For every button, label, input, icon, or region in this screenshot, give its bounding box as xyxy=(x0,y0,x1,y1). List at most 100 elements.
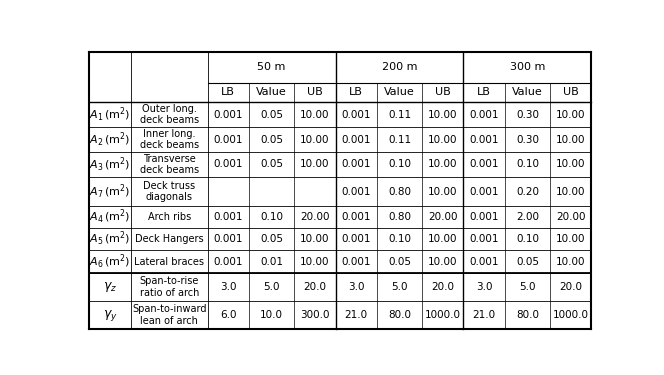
Text: 0.001: 0.001 xyxy=(213,212,243,222)
Text: 0.001: 0.001 xyxy=(469,256,499,267)
Text: 6.0: 6.0 xyxy=(220,310,236,320)
Text: 1000.0: 1000.0 xyxy=(552,310,589,320)
Text: 0.001: 0.001 xyxy=(469,212,499,222)
Text: UB: UB xyxy=(563,87,578,98)
Text: $A_{2}\,(\mathrm{m}^2)$: $A_{2}\,(\mathrm{m}^2)$ xyxy=(90,130,131,148)
Text: 0.10: 0.10 xyxy=(260,212,283,222)
Text: 10.00: 10.00 xyxy=(300,159,329,170)
Text: Value: Value xyxy=(384,87,415,98)
Text: 2.00: 2.00 xyxy=(516,212,539,222)
Text: 10.00: 10.00 xyxy=(428,234,457,244)
Text: 0.001: 0.001 xyxy=(341,110,371,120)
Text: 0.05: 0.05 xyxy=(260,159,283,170)
Text: UB: UB xyxy=(307,87,323,98)
Text: Span-to-rise
ratio of arch: Span-to-rise ratio of arch xyxy=(139,276,199,298)
Text: 10.00: 10.00 xyxy=(556,234,586,244)
Text: 10.00: 10.00 xyxy=(556,256,586,267)
Text: 0.05: 0.05 xyxy=(260,234,283,244)
Text: 0.11: 0.11 xyxy=(388,135,411,144)
Text: 0.20: 0.20 xyxy=(516,186,539,196)
Text: $A_{4}\,(\mathrm{m}^2)$: $A_{4}\,(\mathrm{m}^2)$ xyxy=(90,208,131,226)
Text: 0.80: 0.80 xyxy=(388,186,411,196)
Text: Span-to-inward
lean of arch: Span-to-inward lean of arch xyxy=(132,304,207,326)
Text: 10.00: 10.00 xyxy=(556,110,586,120)
Text: 200 m: 200 m xyxy=(382,63,417,72)
Text: Value: Value xyxy=(256,87,287,98)
Text: 10.00: 10.00 xyxy=(556,135,586,144)
Text: 0.10: 0.10 xyxy=(516,159,539,170)
Text: $A_{5}\,(\mathrm{m}^2)$: $A_{5}\,(\mathrm{m}^2)$ xyxy=(90,230,131,248)
Text: 5.0: 5.0 xyxy=(391,282,408,292)
Text: 10.00: 10.00 xyxy=(428,186,457,196)
Text: 0.001: 0.001 xyxy=(213,234,243,244)
Text: 5.0: 5.0 xyxy=(264,282,280,292)
Text: 10.0: 10.0 xyxy=(260,310,283,320)
Text: Deck Hangers: Deck Hangers xyxy=(135,234,204,244)
Text: Value: Value xyxy=(512,87,543,98)
Text: 10.00: 10.00 xyxy=(300,234,329,244)
Text: Lateral braces: Lateral braces xyxy=(134,256,205,267)
Text: 0.05: 0.05 xyxy=(260,135,283,144)
Text: Inner long.
deck beams: Inner long. deck beams xyxy=(139,129,199,150)
Text: 80.0: 80.0 xyxy=(388,310,411,320)
Text: 10.00: 10.00 xyxy=(300,110,329,120)
Text: 0.001: 0.001 xyxy=(213,159,243,170)
Text: 21.0: 21.0 xyxy=(473,310,496,320)
Text: Deck truss
diagonals: Deck truss diagonals xyxy=(143,181,195,202)
Text: 0.30: 0.30 xyxy=(516,110,539,120)
Text: 10.00: 10.00 xyxy=(428,110,457,120)
Text: $A_{7}\,(\mathrm{m}^2)$: $A_{7}\,(\mathrm{m}^2)$ xyxy=(90,182,131,201)
Text: 21.0: 21.0 xyxy=(345,310,368,320)
Text: 10.00: 10.00 xyxy=(300,135,329,144)
Text: 0.80: 0.80 xyxy=(388,212,411,222)
Text: 20.0: 20.0 xyxy=(432,282,454,292)
Text: $A_{1}\,(\mathrm{m}^2)$: $A_{1}\,(\mathrm{m}^2)$ xyxy=(90,105,131,124)
Text: Outer long.
deck beams: Outer long. deck beams xyxy=(139,104,199,125)
Text: LB: LB xyxy=(477,87,491,98)
Text: Arch ribs: Arch ribs xyxy=(147,212,191,222)
Text: 10.00: 10.00 xyxy=(300,256,329,267)
Text: 80.0: 80.0 xyxy=(516,310,539,320)
Text: UB: UB xyxy=(435,87,451,98)
Text: 50 m: 50 m xyxy=(258,63,286,72)
Text: 0.01: 0.01 xyxy=(260,256,283,267)
Text: 10.00: 10.00 xyxy=(556,186,586,196)
Text: $\gamma_z$: $\gamma_z$ xyxy=(103,280,117,294)
Text: 20.0: 20.0 xyxy=(559,282,582,292)
Text: $A_{6}\,(\mathrm{m}^2)$: $A_{6}\,(\mathrm{m}^2)$ xyxy=(90,252,131,271)
Text: 10.00: 10.00 xyxy=(428,135,457,144)
Text: $A_{3}\,(\mathrm{m}^2)$: $A_{3}\,(\mathrm{m}^2)$ xyxy=(90,155,131,174)
Text: 10.00: 10.00 xyxy=(556,159,586,170)
Text: 0.001: 0.001 xyxy=(341,212,371,222)
Text: 0.05: 0.05 xyxy=(388,256,411,267)
Text: 0.10: 0.10 xyxy=(388,159,411,170)
Text: 0.001: 0.001 xyxy=(341,159,371,170)
Text: 10.00: 10.00 xyxy=(428,159,457,170)
Text: 0.001: 0.001 xyxy=(341,256,371,267)
Text: $\gamma_y$: $\gamma_y$ xyxy=(103,308,118,323)
Text: 0.001: 0.001 xyxy=(469,135,499,144)
Text: 0.001: 0.001 xyxy=(469,159,499,170)
Text: 0.001: 0.001 xyxy=(213,135,243,144)
Text: 300 m: 300 m xyxy=(510,63,545,72)
Text: 0.001: 0.001 xyxy=(341,234,371,244)
Text: 10.00: 10.00 xyxy=(428,256,457,267)
Text: 0.05: 0.05 xyxy=(260,110,283,120)
Text: 3.0: 3.0 xyxy=(476,282,493,292)
Text: 1000.0: 1000.0 xyxy=(425,310,461,320)
Text: LB: LB xyxy=(221,87,235,98)
Text: 0.11: 0.11 xyxy=(388,110,411,120)
Text: Transverse
deck beams: Transverse deck beams xyxy=(139,154,199,175)
Text: 20.0: 20.0 xyxy=(303,282,327,292)
Text: 300.0: 300.0 xyxy=(300,310,329,320)
Text: 3.0: 3.0 xyxy=(220,282,236,292)
Text: 5.0: 5.0 xyxy=(519,282,536,292)
Text: 0.001: 0.001 xyxy=(341,186,371,196)
Text: 0.001: 0.001 xyxy=(469,186,499,196)
Text: 0.05: 0.05 xyxy=(516,256,539,267)
Text: 0.001: 0.001 xyxy=(341,135,371,144)
Text: 0.001: 0.001 xyxy=(213,110,243,120)
Text: 0.001: 0.001 xyxy=(469,234,499,244)
Text: 0.001: 0.001 xyxy=(213,256,243,267)
Text: 20.00: 20.00 xyxy=(556,212,586,222)
